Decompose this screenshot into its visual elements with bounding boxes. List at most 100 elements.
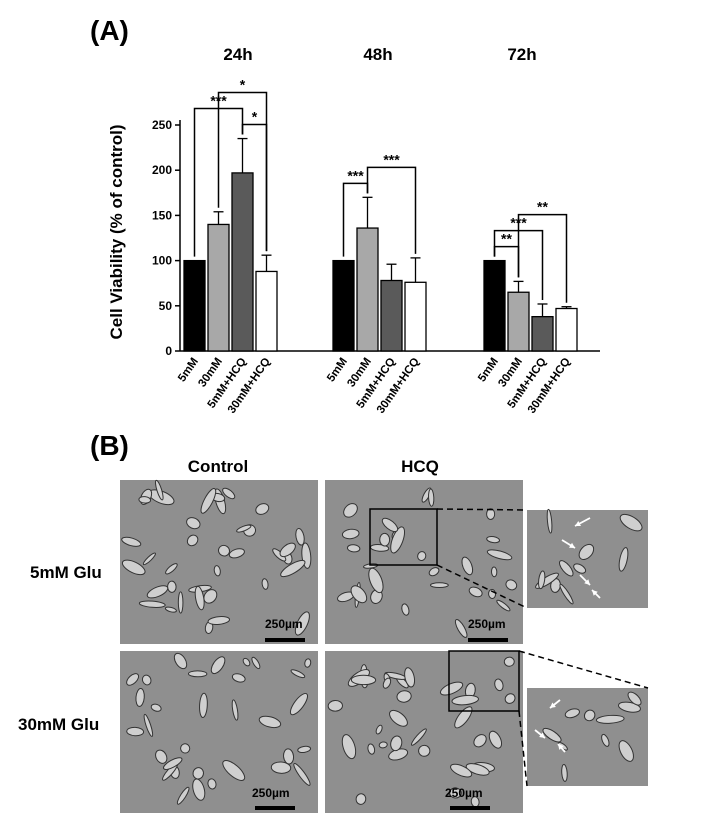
panel-b-label: (B) (90, 430, 129, 461)
cell-shape (417, 551, 427, 561)
y-tick-label: 100 (152, 254, 172, 268)
cell-shape (295, 528, 305, 546)
cell-shape (488, 730, 503, 749)
cell-shape (142, 552, 156, 566)
cell-shape (162, 757, 183, 770)
cell-shape (155, 479, 164, 501)
cell-shape (121, 536, 142, 547)
column-header-control: Control (188, 457, 248, 476)
scale-bar-label: 250µm (468, 617, 506, 631)
cell-shape (490, 566, 498, 578)
time-label-24h: 24h (223, 45, 252, 64)
cell-shape (138, 600, 166, 608)
cell-shape (194, 585, 205, 611)
zoom-leader-line (436, 564, 528, 609)
cell-shape (228, 548, 245, 559)
cell-shape (538, 570, 546, 590)
cell-shape (255, 503, 270, 515)
cell-shape (293, 762, 311, 786)
micrograph-control-5mm (120, 479, 318, 644)
cell-shape (503, 656, 515, 667)
column-header-hcq: HCQ (401, 457, 439, 476)
cell-shape (258, 715, 282, 729)
scale-bar-label: 250µm (265, 617, 303, 631)
cell-shape (180, 743, 191, 754)
cell-shape (199, 692, 208, 719)
cell-shape (389, 709, 408, 727)
cell-shape (486, 549, 513, 561)
cell-shape (304, 658, 312, 668)
y-tick-label: 150 (152, 208, 172, 222)
cell-shape (451, 694, 479, 706)
cell-shape (368, 567, 384, 594)
row-label-30mm-glu: 30mM Glu (18, 715, 99, 734)
cell-shape (454, 619, 468, 638)
cell-shape (390, 526, 406, 554)
arrow-head-icon (539, 732, 545, 738)
cell-shape (404, 667, 416, 688)
arrow-head-icon (592, 590, 598, 596)
cell-shape (428, 488, 435, 507)
cell-shape (504, 693, 516, 704)
significance-bracket (366, 166, 417, 254)
cell-shape (341, 528, 360, 540)
cell-shape (150, 703, 162, 712)
cell-shape (143, 713, 154, 737)
micrograph-hcq-30mm (325, 651, 523, 813)
cell-shape (486, 508, 496, 520)
cell-shape (429, 582, 449, 589)
cell-shape (165, 563, 178, 575)
cell-shape (222, 487, 236, 500)
cell-shape (461, 556, 474, 576)
cell-shape (346, 544, 361, 553)
cell-shape (242, 657, 251, 667)
bar (507, 291, 530, 352)
cell-shape (200, 488, 217, 514)
cell-shape (350, 674, 377, 686)
cell-shape (203, 589, 218, 604)
cell-shape (428, 567, 440, 577)
cell-shape (126, 673, 140, 686)
significance-label: *** (383, 151, 400, 167)
bar (183, 259, 206, 352)
micrograph-grid: 250µm 250µm 250µm 250µm (120, 479, 649, 813)
cell-shape (559, 560, 574, 577)
cell-shape (146, 585, 169, 599)
bar (332, 259, 355, 352)
cell-shape (251, 656, 261, 670)
cell-shape (449, 787, 462, 799)
cell-shape (213, 565, 221, 577)
cell-shape (218, 544, 231, 557)
cell-shape (141, 674, 152, 686)
cell-shape (381, 517, 399, 533)
cell-shape (627, 691, 642, 706)
cell-shape (473, 734, 487, 748)
cell-shape (138, 496, 152, 504)
cell-shape (341, 734, 357, 760)
scale-bar-label: 250µm (445, 786, 483, 800)
cell-shape (618, 547, 629, 572)
cell-shape (173, 652, 188, 670)
cell-shape (343, 503, 358, 518)
cell-shape (418, 744, 431, 757)
cell-shape (561, 764, 568, 782)
cell-shape (542, 727, 562, 743)
cell-shape (583, 709, 596, 722)
cell-shape (126, 726, 145, 737)
arrow-head-icon (575, 520, 581, 527)
cell-shape (270, 761, 292, 774)
cell-shape (350, 585, 368, 604)
cell-shape (192, 778, 206, 801)
cell-shape (283, 748, 295, 765)
cell-shape (601, 733, 610, 747)
arrow-head-icon (584, 579, 590, 585)
significance-bracket (217, 91, 268, 252)
cell-shape (297, 745, 312, 754)
cell-shape (155, 749, 168, 764)
arrow-head-icon (558, 744, 564, 750)
cell-shape (135, 688, 145, 707)
significance-label: *** (347, 167, 364, 183)
cell-shape (231, 699, 239, 721)
cell-shape (546, 508, 553, 534)
cell-shape (564, 708, 580, 719)
